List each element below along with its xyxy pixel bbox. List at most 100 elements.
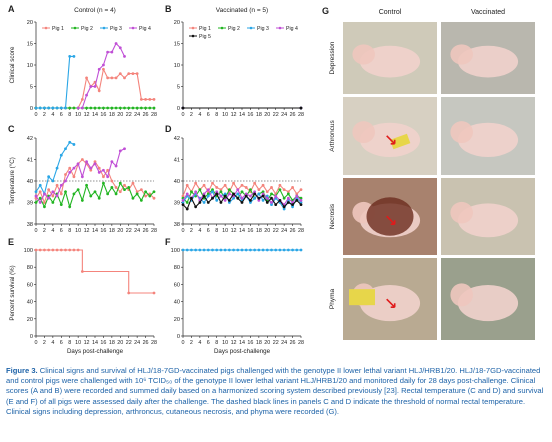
x-tick-label-A: 0 [35,112,38,118]
data-point [215,190,219,194]
legend-label: Pig 2 [81,26,93,32]
data-point [291,186,294,189]
data-point [102,106,105,110]
photo-col-header: Control [379,9,402,16]
data-point [72,175,76,179]
series-A-pig-1 [34,67,156,110]
data-point [181,201,185,204]
x-tick-label-F: 0 [182,340,185,346]
photo-necrosis-control [343,178,437,255]
x-tick-label-A: 4 [51,112,54,118]
data-point [89,194,93,198]
data-point [76,162,80,166]
y-tick-label-D: 38 [174,222,180,228]
data-point [85,76,88,80]
data-point [249,248,252,252]
x-tick-label-C: 20 [117,228,123,234]
panel-label-C: C [8,124,15,134]
y-tick-label-E: 0 [30,334,33,340]
data-point [227,188,231,192]
data-point [118,46,122,50]
data-point [110,50,114,54]
data-point [118,181,122,185]
data-point [97,171,101,174]
data-point [223,183,227,187]
x-tick-label-B: 10 [222,112,228,118]
data-point [278,188,282,192]
data-point [139,98,143,101]
data-point [47,175,51,179]
data-point [211,188,214,192]
x-tick-label-F: 20 [264,340,270,346]
x-tick-label-F: 26 [290,340,296,346]
data-point [215,192,219,196]
y-axis-label-E: Percent survival (%) [9,265,16,320]
x-tick-label-E: 0 [35,340,38,346]
series-line [35,148,125,204]
data-point [190,248,193,252]
data-point [257,188,261,192]
photo-phyma-control [343,258,437,340]
x-tick-label-A: 10 [75,112,81,118]
data-point [123,188,126,192]
data-point [64,190,67,194]
photo-row-label: Necrosis [329,203,336,229]
data-point [227,248,231,252]
data-point [185,192,189,196]
data-point [257,198,261,202]
data-point [270,196,273,200]
x-tick-label-F: 28 [298,340,304,346]
x-tick-label-C: 22 [126,228,132,234]
data-point [282,205,286,209]
data-point [93,160,97,164]
data-point [211,190,214,194]
legend-marker [73,26,77,30]
data-point [34,190,38,194]
photo-phyma-vaccinated [441,258,535,340]
data-point [148,106,152,110]
series-line [36,67,154,109]
y-tick-label-F: 60 [174,282,180,288]
data-point [253,190,257,194]
data-point [135,192,139,196]
x-tick-label-C: 4 [51,228,54,234]
data-point [219,201,223,204]
data-point [114,192,118,196]
data-point [97,106,101,110]
y-tick-label-E: 40 [27,300,33,306]
data-point [265,196,269,200]
x-tick-label-F: 4 [198,340,201,346]
data-point [295,194,299,198]
chart-title-B: Vaccinated (n = 5) [216,7,268,14]
x-tick-label-D: 28 [298,228,304,234]
x-tick-label-C: 14 [92,228,98,234]
data-point [51,201,55,204]
data-point [270,201,273,204]
x-tick-label-F: 6 [207,340,210,346]
data-point [80,198,84,202]
data-point [106,106,110,110]
panel-label-F: F [165,237,171,247]
axes-A [35,22,154,109]
data-point [114,76,118,80]
series-E-control [34,248,156,295]
y-tick-label-E: 100 [24,248,33,254]
data-point [299,198,303,202]
data-point [93,106,97,110]
data-point [278,248,282,252]
y-tick-label-C: 42 [27,136,33,142]
data-point [198,201,202,204]
x-tick-label-F: 18 [256,340,262,346]
x-tick-label-D: 0 [182,228,185,234]
data-point [261,190,265,194]
data-point [215,198,219,202]
data-point [64,106,67,110]
y-tick-label-F: 100 [171,248,180,254]
x-tick-label-D: 14 [239,228,245,234]
data-point [106,168,110,172]
x-tick-label-B: 2 [190,112,193,118]
series-D-pig-3 [181,190,303,211]
x-tick-label-C: 10 [75,228,81,234]
x-tick-label-B: 14 [239,112,245,118]
data-point [227,201,231,204]
